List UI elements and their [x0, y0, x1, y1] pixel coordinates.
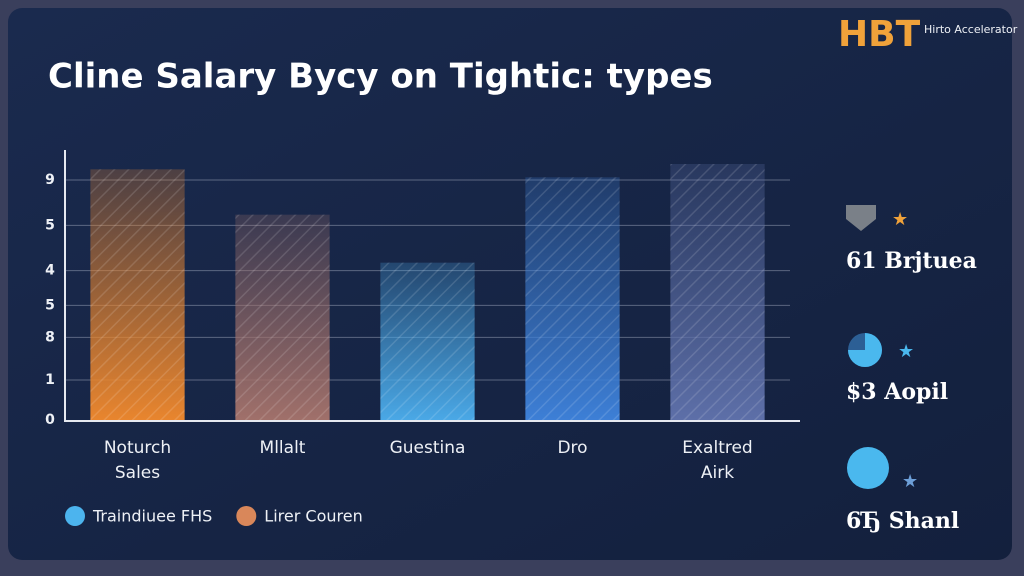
logo-caption: Hirto Accelerator: [924, 23, 1018, 36]
star-icon: ★: [898, 341, 914, 362]
legend-label: Lirer Couren: [264, 507, 362, 526]
pie-icon-slice: [848, 333, 882, 367]
shield-icon: [846, 205, 876, 231]
y-tick-label: 5: [45, 217, 55, 233]
x-tick-label: Guestina: [389, 438, 466, 458]
legend-swatch: [236, 506, 257, 526]
y-tick-label: 9: [45, 172, 55, 188]
chart-title: Cline Salary Bycy on Tightic: types: [48, 57, 713, 97]
pie-icon: [847, 447, 889, 489]
bar-hatch: [525, 177, 620, 420]
bar-hatch: [670, 164, 765, 420]
bar-hatch: [90, 169, 185, 420]
legend-swatch: [65, 506, 85, 526]
logo: HBT: [838, 14, 921, 55]
y-tick-label: 4: [45, 263, 55, 279]
side-stat: 61 Brjtuea: [846, 248, 977, 274]
y-tick-label: 0: [45, 412, 55, 428]
star-icon: ★: [892, 209, 908, 230]
y-tick-label: 8: [45, 329, 55, 345]
x-tick-label: Dro: [557, 438, 588, 458]
x-tick-label: Noturch Sales: [103, 438, 172, 483]
y-tick-label: 1: [45, 372, 55, 388]
star-icon: ★: [902, 471, 918, 492]
side-stat: 6Ђ Shanl: [846, 508, 959, 534]
legend-label: Traindiuee FHS: [92, 507, 212, 526]
x-tick-label: Mllalt: [259, 438, 306, 458]
bar-hatch: [235, 214, 330, 420]
x-tick-label: Exaltred Airk: [682, 438, 753, 483]
side-stat: $3 Aopil: [846, 379, 948, 405]
y-tick-label: 5: [45, 297, 55, 313]
bar-hatch: [380, 262, 475, 420]
